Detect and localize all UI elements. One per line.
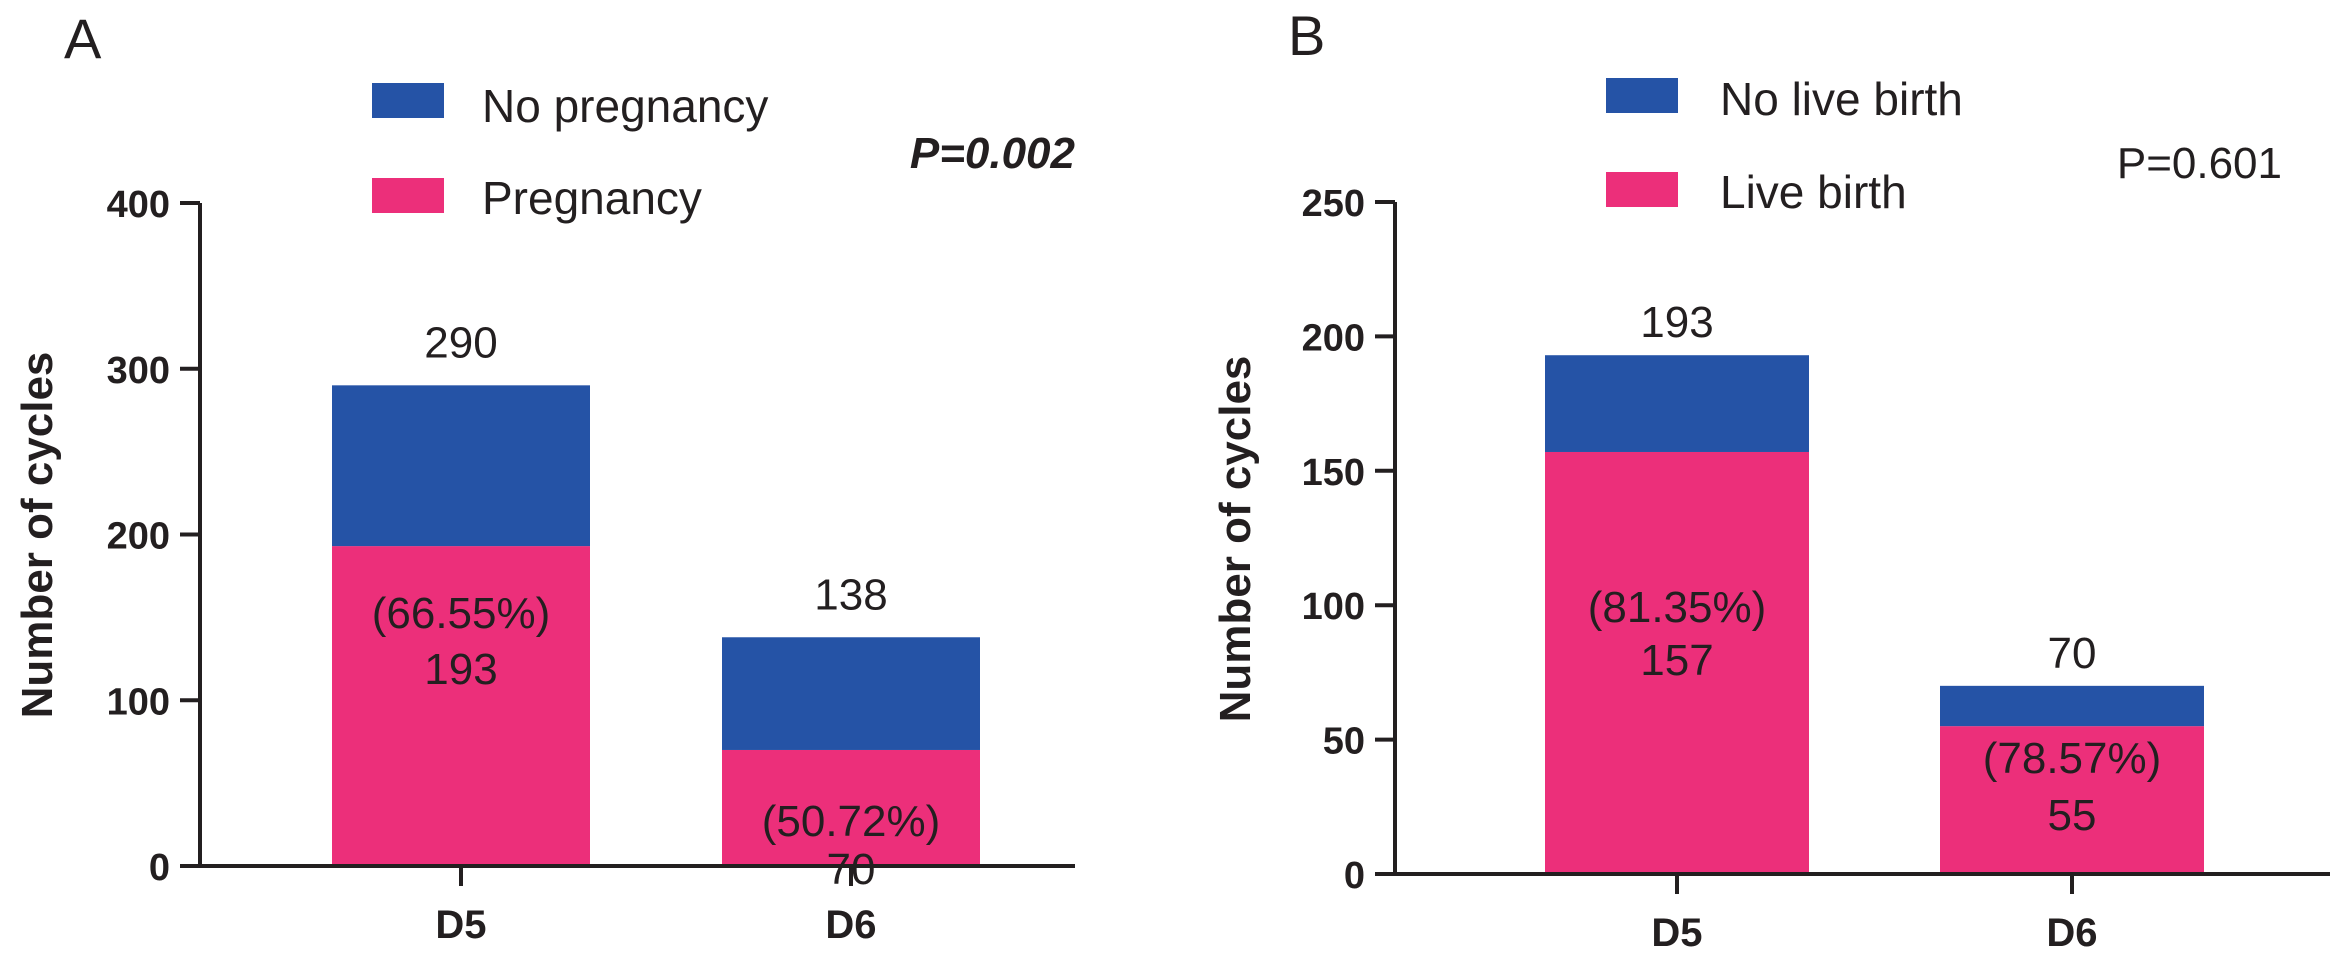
y-ticks-a: 0 100 200 300 400 xyxy=(107,184,200,889)
panel-a: A No pregnancy Pregnancy P=0.002 Number … xyxy=(13,7,1076,947)
p-value-a: P=0.002 xyxy=(910,129,1076,178)
total-label: 193 xyxy=(1640,298,1713,347)
bar-d6-no-pregnancy xyxy=(722,637,980,750)
total-label: 70 xyxy=(2048,629,2097,678)
bars-a xyxy=(332,385,980,866)
percent-label: (78.57%) xyxy=(1983,734,2162,783)
x-ticks-a: D5 D6 xyxy=(435,866,877,947)
count-label: 55 xyxy=(2048,791,2097,840)
y-tick-label: 150 xyxy=(1302,452,1365,494)
y-tick-label: 200 xyxy=(1302,317,1365,359)
bars-b xyxy=(1545,355,2204,874)
y-tick-label: 300 xyxy=(107,350,170,392)
count-label: 157 xyxy=(1640,636,1713,685)
percent-label: (81.35%) xyxy=(1588,583,1767,632)
bar-labels-b: 193 (81.35%)157 70 (78.57%) 55 xyxy=(1588,298,2162,840)
panel-b-letter: B xyxy=(1288,4,1325,67)
x-tick-label: D6 xyxy=(825,903,876,947)
x-tick-label: D5 xyxy=(1651,911,1702,955)
legend-a-swatch-no-pregnancy xyxy=(372,83,444,118)
y-ticks-b: 0 50 100 150 200 250 xyxy=(1302,183,1395,897)
bar-d6-live-birth xyxy=(1940,726,2204,874)
y-tick-label: 50 xyxy=(1323,721,1365,763)
legend-b-swatch-live-birth xyxy=(1606,172,1678,207)
legend-b-label-live-birth: Live birth xyxy=(1720,166,1907,218)
bar-d5-pregnancy xyxy=(332,546,590,866)
y-tick-label: 100 xyxy=(1302,586,1365,628)
bar-d6-no-live-birth xyxy=(1940,685,2204,727)
x-tick-label: D5 xyxy=(435,903,486,947)
total-label: 290 xyxy=(424,318,497,367)
legend-b-swatch-no-live-birth xyxy=(1606,78,1678,113)
bar-d5-no-pregnancy xyxy=(332,385,590,547)
axes-a xyxy=(198,203,1075,868)
total-label: 138 xyxy=(814,570,887,619)
percent-label: (66.55%) xyxy=(372,589,551,638)
y-tick-label: 0 xyxy=(1344,855,1365,897)
y-tick-label: 250 xyxy=(1302,183,1365,225)
legend-b-label-no-live-birth: No live birth xyxy=(1720,73,1963,125)
bar-d5-no-live-birth xyxy=(1545,355,1809,452)
panel-b: B No live birth Live birth P=0.601 Numbe… xyxy=(1211,4,2330,955)
count-label: 193 xyxy=(424,645,497,694)
x-tick-label: D6 xyxy=(2046,911,2097,955)
y-tick-label: 0 xyxy=(149,847,170,889)
y-axis-label-a: Number of cycles xyxy=(13,352,62,719)
x-ticks-b: D5 D6 xyxy=(1651,874,2098,955)
y-tick-label: 200 xyxy=(107,516,170,558)
legend-a-label-no-pregnancy: No pregnancy xyxy=(482,80,768,132)
y-tick-label: 400 xyxy=(107,184,170,226)
y-axis-label-b: Number of cycles xyxy=(1211,356,1260,723)
legend-a-swatch-pregnancy xyxy=(372,178,444,213)
p-value-b: P=0.601 xyxy=(2117,139,2282,188)
axes-b xyxy=(1393,202,2330,876)
percent-label: (50.72%) xyxy=(762,797,941,846)
bar-d6-pregnancy xyxy=(722,749,980,866)
legend-a-label-pregnancy: Pregnancy xyxy=(482,172,702,224)
bar-d5-live-birth xyxy=(1545,451,1809,874)
y-tick-label: 100 xyxy=(107,681,170,723)
panel-a-letter: A xyxy=(64,7,102,70)
